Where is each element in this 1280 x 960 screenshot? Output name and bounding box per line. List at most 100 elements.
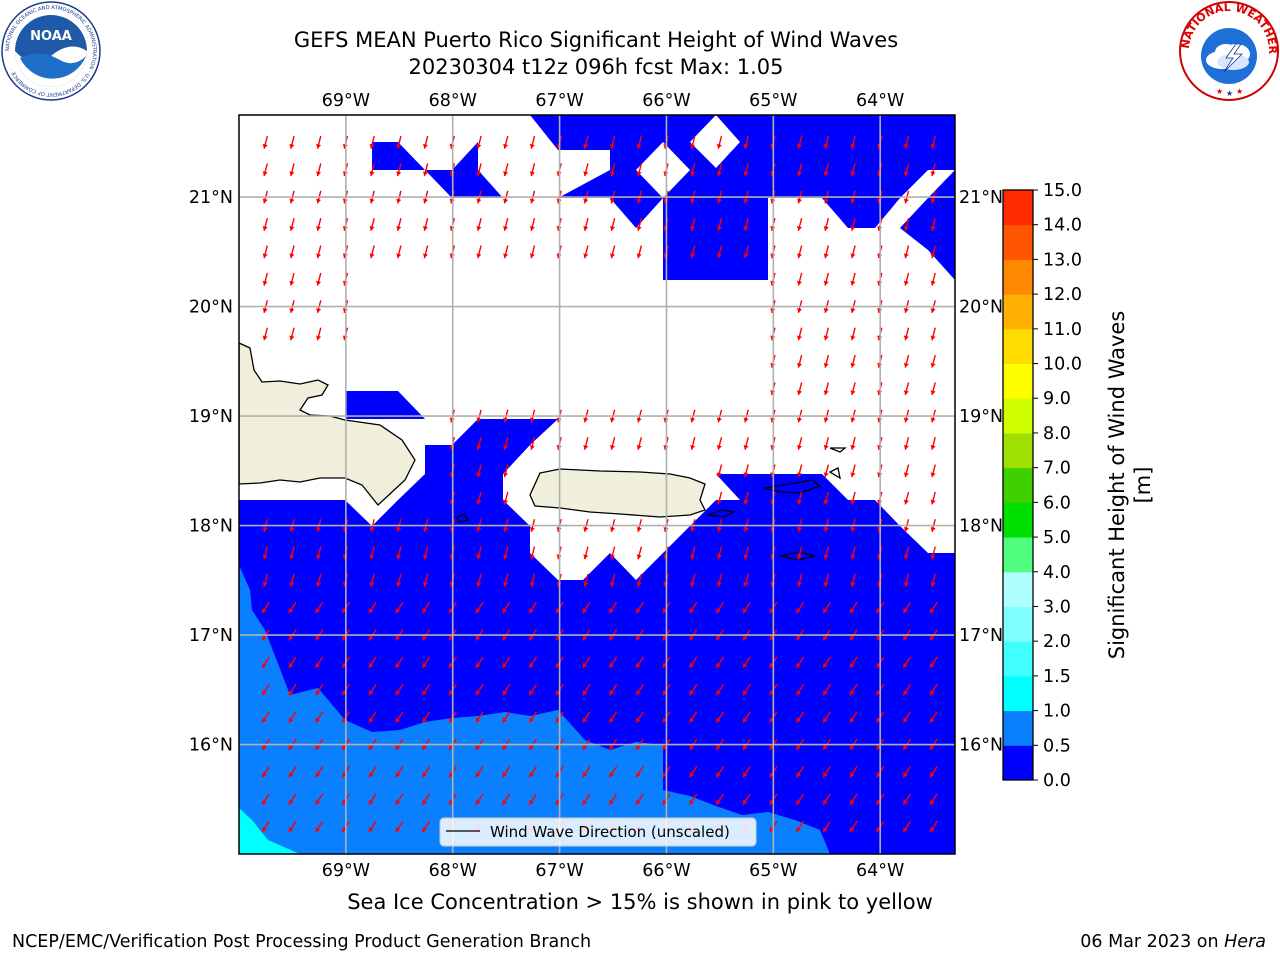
wave-direction-arrow xyxy=(823,272,830,286)
wave-direction-arrow xyxy=(475,766,484,778)
lon-tick-label-bottom: 65°W xyxy=(749,861,797,881)
colorbar-swatch xyxy=(1003,398,1033,434)
lat-tick-label-right: 18°N xyxy=(959,517,1003,537)
land-vieques xyxy=(707,509,737,518)
wave-direction-arrow xyxy=(689,683,698,696)
wave-direction-arrow xyxy=(929,601,938,614)
wave-direction-arrow xyxy=(395,656,404,669)
wave-direction-arrow xyxy=(796,546,803,560)
wave-direction-arrow xyxy=(823,573,830,587)
sea-ice-caption: Sea Ice Concentration > 15% is shown in … xyxy=(347,890,933,914)
wave-direction-arrow xyxy=(822,766,831,778)
footer-date: 06 Mar 2023 on Hera xyxy=(1080,932,1266,952)
lat-tick-label-left: 16°N xyxy=(189,736,233,756)
lat-tick-label-left: 17°N xyxy=(189,626,233,646)
wave-direction-arrow xyxy=(502,766,511,778)
colorbar-swatch xyxy=(1003,363,1033,399)
wave-direction-arrow xyxy=(314,683,324,696)
wave-direction-arrow xyxy=(903,163,910,177)
wave-direction-arrow xyxy=(289,573,295,587)
wave-direction-arrow xyxy=(502,601,511,614)
wave-direction-arrow xyxy=(850,218,856,231)
wave-direction-arrow xyxy=(503,491,509,505)
lon-tick-label-bottom: 68°W xyxy=(429,861,477,881)
wave-direction-arrow xyxy=(582,793,591,806)
wave-direction-arrow xyxy=(262,327,269,341)
wave-direction-arrow xyxy=(503,135,509,149)
wave-direction-arrow xyxy=(930,436,936,450)
wave-direction-arrow xyxy=(288,793,297,806)
wave-direction-arrow xyxy=(903,272,910,286)
wave-direction-arrow xyxy=(715,656,725,669)
wave-direction-arrow xyxy=(636,546,643,560)
wave-direction-arrow xyxy=(475,656,484,669)
wave-direction-arrow xyxy=(930,272,936,286)
wave-direction-arrow xyxy=(930,464,936,478)
wave-direction-arrow xyxy=(529,245,536,259)
land-hispaniola xyxy=(239,342,416,506)
wave-direction-arrow xyxy=(636,573,643,587)
colorbar-tick-label: 12.0 xyxy=(1043,285,1082,305)
lon-tick-label-bottom: 69°W xyxy=(322,861,370,881)
wave-direction-arrow xyxy=(743,218,749,231)
wave-direction-arrow xyxy=(528,601,538,614)
wave-direction-arrow xyxy=(476,218,482,231)
wave-direction-arrow xyxy=(582,683,591,696)
wave-direction-arrow xyxy=(743,464,749,478)
wave-direction-arrow xyxy=(395,793,404,806)
wave-direction-arrow xyxy=(528,656,538,669)
wave-direction-arrow xyxy=(529,436,536,450)
wave-direction-arrow xyxy=(690,135,696,149)
wave-direction-arrow xyxy=(902,766,912,778)
wave-direction-arrow xyxy=(930,327,936,341)
wave-direction-arrow xyxy=(690,218,696,231)
wave-direction-arrow xyxy=(396,135,402,149)
wave-direction-arrow xyxy=(475,793,484,806)
wave-direction-arrow xyxy=(743,546,749,560)
wave-direction-arrow xyxy=(609,436,616,450)
wave-direction-arrow xyxy=(583,245,589,259)
wave-direction-arrow xyxy=(929,711,938,723)
wave-direction-arrow xyxy=(902,601,912,614)
wave-direction-arrow xyxy=(850,245,856,259)
wave-direction-arrow xyxy=(503,218,509,231)
wave-direction-arrow xyxy=(395,766,404,778)
wave-direction-arrow xyxy=(475,601,484,614)
wave-direction-arrow xyxy=(930,573,936,587)
map-tick-labels: 69°W 69°W 68°W 68°W 67°W 67°W 66°W 66°W 65°W 65°W… xyxy=(189,91,1003,881)
wave-direction-arrow xyxy=(635,766,644,778)
wave-direction-arrow xyxy=(636,245,643,259)
svg-text:★: ★ xyxy=(1226,89,1233,98)
wave-direction-arrow xyxy=(368,601,377,614)
wave-direction-arrow xyxy=(368,820,377,833)
wave-direction-arrow xyxy=(475,683,484,696)
wave-direction-arrow xyxy=(396,546,402,560)
wave-direction-arrow xyxy=(502,793,511,806)
lon-tick-label-top: 67°W xyxy=(535,91,583,111)
wave-direction-arrow xyxy=(582,601,591,614)
wave-direction-arrow xyxy=(850,135,856,149)
wave-direction-arrow xyxy=(795,793,805,806)
wave-direction-arrow xyxy=(503,464,509,478)
wave-direction-arrow xyxy=(635,656,644,669)
wave-direction-arrow xyxy=(583,218,589,231)
wave-direction-arrow xyxy=(849,793,858,806)
wave-direction-arrow xyxy=(823,382,830,396)
wave-direction-arrow xyxy=(369,163,375,177)
wave-direction-arrow xyxy=(608,766,618,778)
wave-direction-arrow xyxy=(421,766,431,778)
wave-direction-arrow xyxy=(689,711,698,723)
wave-direction-arrow xyxy=(262,245,269,259)
wave-direction-arrow xyxy=(822,793,831,806)
wave-direction-arrow xyxy=(583,546,589,560)
wave-direction-arrow xyxy=(743,245,749,259)
wave-direction-arrow xyxy=(850,491,856,505)
wave-direction-arrow xyxy=(716,491,723,505)
wave-direction-arrow xyxy=(476,491,482,505)
wave-direction-arrow xyxy=(850,464,856,478)
wave-direction-arrow xyxy=(796,354,803,368)
wave-height-band-0-0.5-mona xyxy=(345,391,425,419)
colorbar-tick-label: 5.0 xyxy=(1043,528,1071,548)
wave-direction-arrow xyxy=(689,793,698,806)
wave-direction-arrow xyxy=(690,163,696,177)
